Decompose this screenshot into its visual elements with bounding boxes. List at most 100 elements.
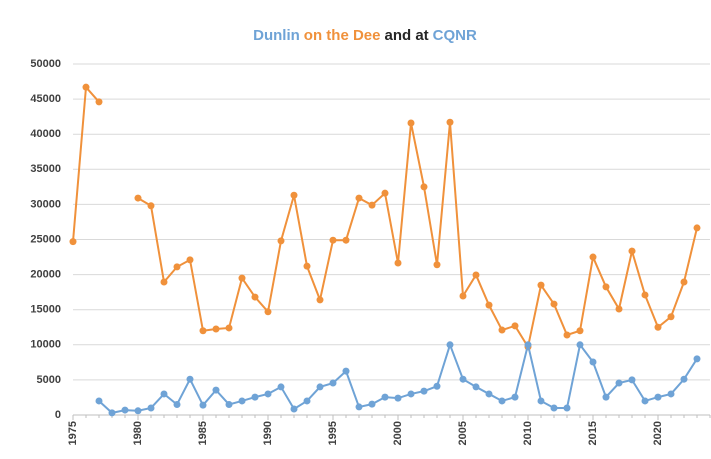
point	[212, 325, 220, 333]
point	[69, 238, 77, 246]
point	[303, 262, 311, 270]
point	[342, 367, 350, 375]
point	[459, 375, 467, 383]
x-tick-label: 1990	[262, 421, 274, 445]
point	[693, 224, 701, 232]
point	[563, 404, 571, 412]
point	[264, 390, 272, 398]
point	[537, 281, 545, 289]
point	[680, 375, 688, 383]
point	[524, 341, 532, 349]
point	[446, 118, 454, 126]
point	[108, 409, 116, 417]
point	[485, 390, 493, 398]
point	[277, 383, 285, 391]
point	[264, 308, 272, 316]
point	[160, 278, 168, 286]
x-tick-label: 2000	[392, 421, 404, 445]
y-tick-label: 30000	[30, 198, 61, 210]
point	[238, 397, 246, 405]
x-tick-label: 2010	[522, 421, 534, 445]
point	[316, 296, 324, 304]
point	[667, 313, 675, 321]
point	[251, 293, 259, 301]
point	[329, 236, 337, 244]
title-part: and at	[384, 27, 428, 44]
point	[641, 397, 649, 405]
point	[511, 393, 519, 401]
point	[511, 322, 519, 330]
point	[602, 283, 610, 291]
point	[173, 263, 181, 271]
point	[121, 406, 129, 414]
point	[602, 393, 610, 401]
point	[290, 405, 298, 413]
point	[303, 397, 311, 405]
point	[290, 191, 298, 199]
point	[95, 98, 103, 106]
point	[160, 390, 168, 398]
y-tick-label: 5000	[37, 374, 61, 386]
point	[433, 382, 441, 390]
point	[381, 189, 389, 197]
point	[134, 407, 142, 415]
point	[654, 323, 662, 331]
point	[147, 404, 155, 412]
point	[693, 355, 701, 363]
y-tick-label: 10000	[30, 339, 61, 351]
x-tick-label: 1985	[197, 421, 209, 445]
point	[589, 253, 597, 261]
point	[199, 327, 207, 335]
point	[238, 274, 246, 282]
x-tick-label: 1980	[132, 421, 144, 445]
point	[394, 394, 402, 402]
title-part: on the Dee	[304, 27, 381, 44]
point	[355, 403, 363, 411]
point	[368, 400, 376, 408]
point	[95, 397, 103, 405]
point	[459, 292, 467, 300]
point	[589, 358, 597, 366]
point	[472, 383, 480, 391]
point	[667, 390, 675, 398]
point	[420, 387, 428, 395]
x-tick-label: 1995	[327, 421, 339, 445]
point	[251, 393, 259, 401]
y-tick-label: 35000	[30, 163, 61, 175]
point	[199, 401, 207, 409]
point	[550, 300, 558, 308]
point	[615, 379, 623, 387]
point	[186, 375, 194, 383]
point	[277, 237, 285, 245]
point	[381, 393, 389, 401]
point	[420, 183, 428, 191]
point	[641, 291, 649, 299]
point	[342, 236, 350, 244]
point	[212, 386, 220, 394]
point	[472, 271, 480, 279]
x-tick-label: 2005	[457, 421, 469, 445]
x-tick-label: 2015	[587, 421, 599, 445]
y-tick-label: 40000	[30, 128, 61, 140]
point	[82, 83, 90, 91]
point	[537, 397, 545, 405]
point	[368, 201, 376, 209]
point	[173, 400, 181, 408]
point	[355, 194, 363, 202]
point	[316, 383, 324, 391]
point	[576, 341, 584, 349]
title-part: CQNR	[433, 27, 477, 44]
point	[498, 326, 506, 334]
point	[407, 390, 415, 398]
y-tick-label: 15000	[30, 304, 61, 316]
title-part: Dunlin	[253, 27, 300, 44]
point	[446, 341, 454, 349]
point	[485, 301, 493, 309]
y-tick-label: 45000	[30, 93, 61, 105]
point	[225, 400, 233, 408]
y-tick-label: 50000	[30, 58, 61, 70]
point	[576, 327, 584, 335]
point	[628, 247, 636, 255]
x-tick-label: 2020	[652, 421, 664, 445]
